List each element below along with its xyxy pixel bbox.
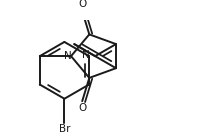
Text: O: O <box>79 0 87 9</box>
Text: Br: Br <box>59 124 70 134</box>
Text: N: N <box>82 50 90 60</box>
Text: N: N <box>64 51 71 61</box>
Text: O: O <box>79 103 87 113</box>
